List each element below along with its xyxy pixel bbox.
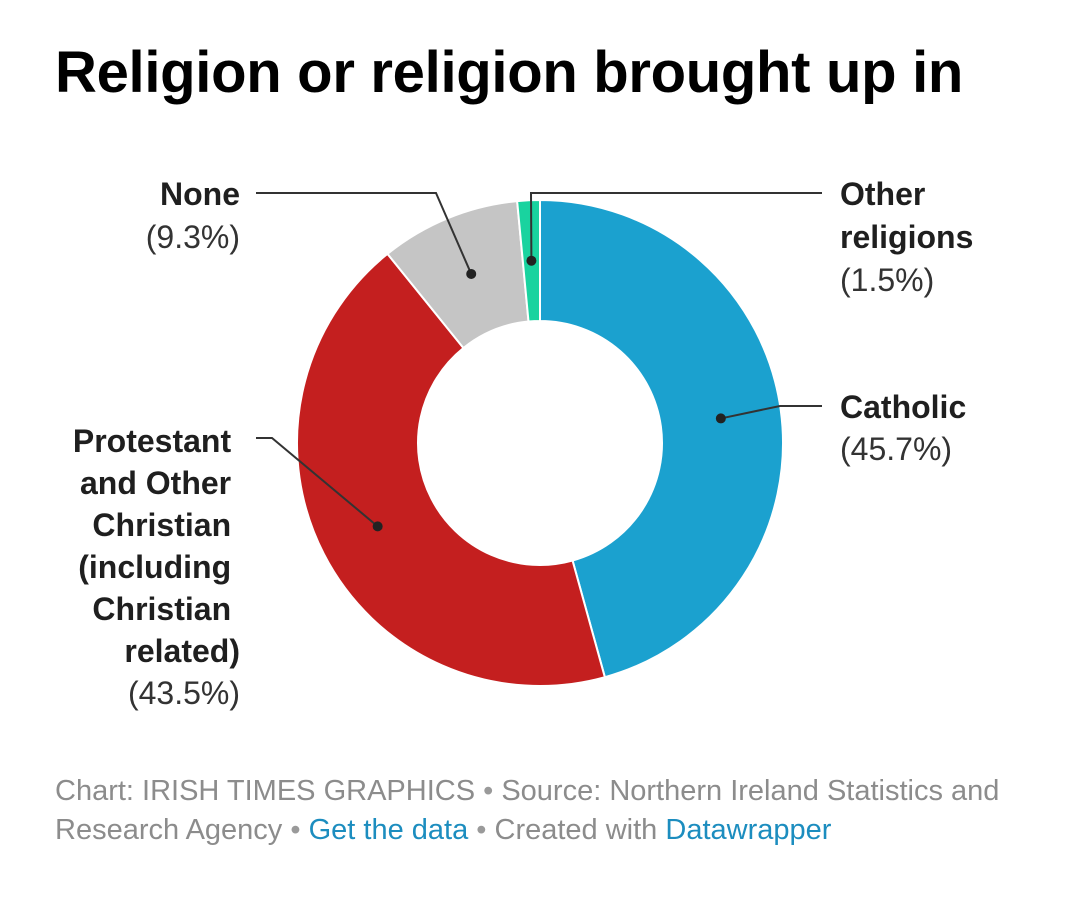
leader-protestant-dot	[372, 521, 383, 532]
leader-protestant-line	[256, 437, 379, 528]
chart-source: Source: Northern Ireland Statistics and …	[55, 775, 1000, 846]
footer-separator: •	[476, 814, 487, 846]
footer-separator: •	[290, 814, 301, 846]
chart-credit: Chart: IRISH TIMES GRAPHICS	[55, 775, 476, 807]
leader-catholic-dot	[715, 413, 726, 424]
slice-label-catholic: Catholic	[840, 389, 966, 425]
get-the-data-link[interactable]: Get the data	[308, 814, 469, 846]
slice-catholic	[539, 198, 784, 679]
slice-value-catholic: (45.7%)	[840, 431, 952, 467]
donut-slices	[296, 198, 784, 687]
slice-value-other-religions: (1.5%)	[840, 262, 934, 298]
created-with-text: Created with	[494, 814, 658, 846]
leader-none-line	[256, 192, 473, 275]
datawrapper-link[interactable]: Datawrapper	[665, 814, 832, 846]
slice-label-protestant: Protestant and Other Christian (includin…	[73, 423, 240, 669]
slice-value-protestant: (43.5%)	[128, 675, 240, 711]
leader-catholic-line	[720, 405, 822, 420]
leader-lines	[256, 192, 822, 532]
slice-label-other-religions: Other religions	[840, 176, 973, 255]
slice-label-none: None	[160, 176, 240, 212]
chart-footer: Chart: IRISH TIMES GRAPHICS • Source: No…	[55, 772, 1015, 850]
leader-none-dot	[466, 268, 477, 279]
slice-protestant	[296, 252, 607, 687]
slice-value-none: (9.3%)	[146, 219, 240, 255]
leader-other-religions-dot	[526, 255, 537, 266]
footer-separator: •	[483, 775, 494, 807]
leader-other-religions-line	[529, 192, 822, 261]
donut-chart: Catholic (45.7%) Protestant and Other Ch…	[73, 176, 974, 711]
chart-title: Religion or religion brought up in	[55, 40, 964, 105]
